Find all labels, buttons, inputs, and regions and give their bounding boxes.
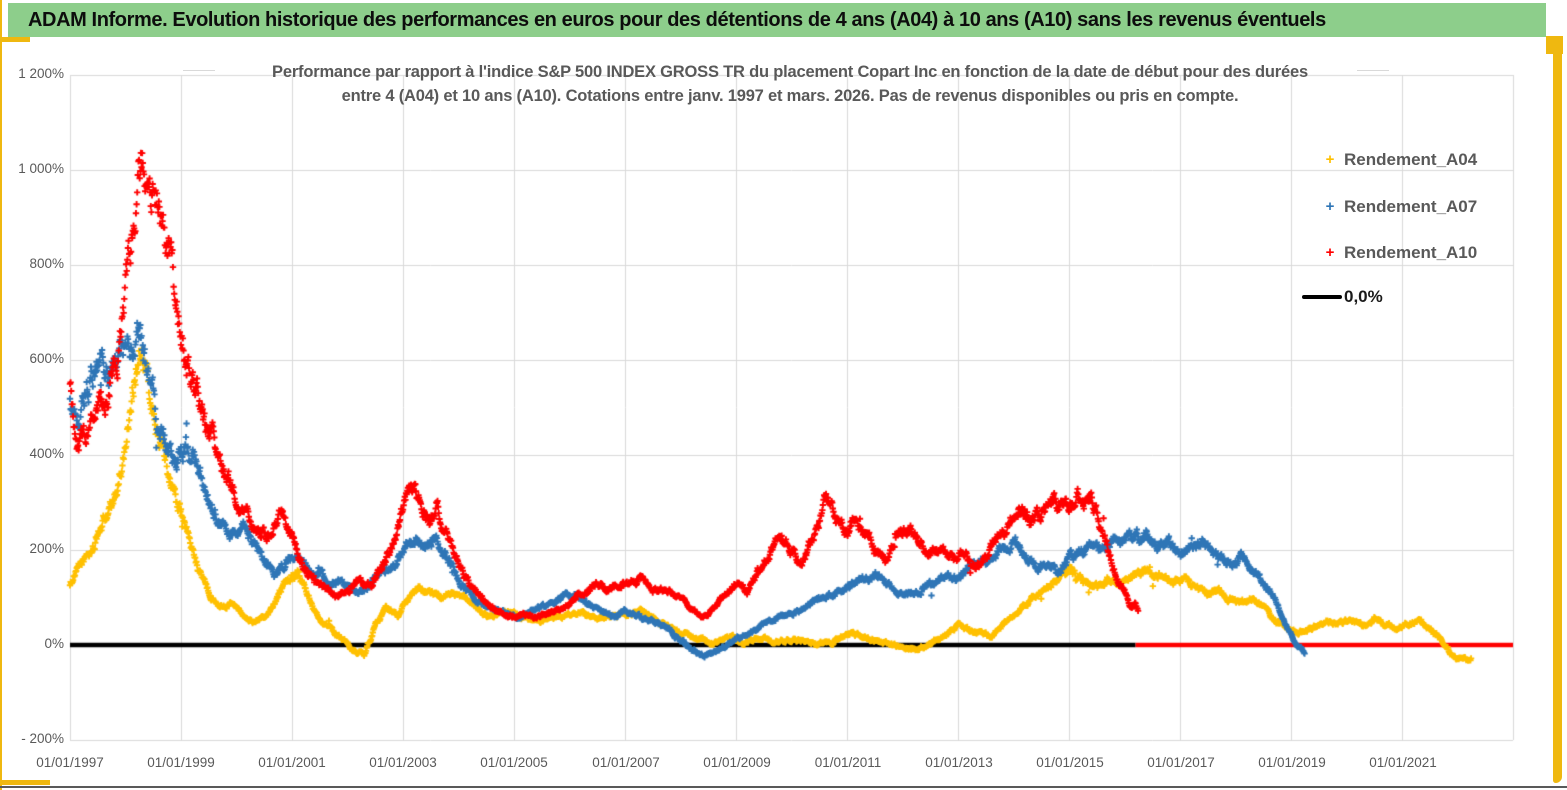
x-tick-label: 01/01/2007	[592, 755, 660, 770]
y-tick-label: 600%	[29, 351, 64, 366]
y-tick-label: 200%	[29, 541, 64, 556]
x-tick-label: 01/01/1997	[36, 755, 104, 770]
chart-title: Performance par rapport à l'indice S&P 5…	[170, 60, 1410, 108]
zero-line-swatch	[1302, 295, 1342, 299]
legend-item-zero-line: 0,0%	[1300, 286, 1530, 310]
title-leader-line-left	[183, 70, 215, 71]
legend-label: Rendement_A04	[1344, 150, 1478, 169]
plus-marker-icon: +	[1325, 198, 1335, 215]
x-tick-label: 01/01/2015	[1036, 755, 1104, 770]
legend-label: 0,0%	[1344, 287, 1383, 306]
x-tick-label: 01/01/2009	[703, 755, 771, 770]
x-tick-label: 01/01/2017	[1147, 755, 1215, 770]
x-tick-label: 01/01/2021	[1369, 755, 1437, 770]
x-tick-label: 01/01/2019	[1258, 755, 1326, 770]
plus-marker-icon: +	[1325, 244, 1335, 261]
legend-label: Rendement_A07	[1344, 197, 1478, 216]
chart-title-line2: entre 4 (A04) et 10 ans (A10). Cotations…	[341, 87, 1239, 105]
y-tick-label: 0%	[44, 636, 64, 651]
y-tick-label: 400%	[29, 446, 64, 461]
legend-item-a04: + Rendement_A04	[1300, 149, 1530, 173]
plus-marker-icon: +	[1325, 151, 1335, 168]
x-tick-label: 01/01/2011	[814, 755, 882, 770]
x-tick-label: 01/01/1999	[147, 755, 215, 770]
x-tick-label: 01/01/2005	[480, 755, 548, 770]
x-tick-label: 01/01/2001	[258, 755, 326, 770]
x-tick-label: 01/01/2003	[369, 755, 437, 770]
title-leader-line-right	[1357, 70, 1389, 71]
x-tick-label: 01/01/2013	[925, 755, 993, 770]
legend-item-a10: + Rendement_A10	[1300, 242, 1530, 266]
y-tick-label: - 200%	[21, 731, 64, 746]
chart-title-line1: Performance par rapport à l'indice S&P 5…	[272, 63, 1308, 81]
legend-item-a07: + Rendement_A07	[1300, 196, 1530, 220]
y-tick-label: 1 200%	[18, 66, 64, 81]
legend-label: Rendement_A10	[1344, 243, 1478, 262]
y-tick-label: 800%	[29, 256, 64, 271]
y-tick-label: 1 000%	[18, 161, 64, 176]
